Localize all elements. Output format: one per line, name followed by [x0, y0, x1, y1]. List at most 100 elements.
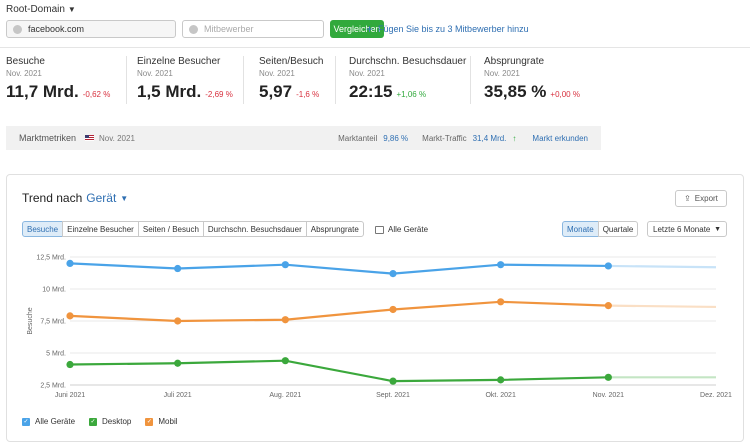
checkbox-icon: ✓ — [145, 417, 154, 426]
date-range-label: Letzte 6 Monate — [653, 224, 711, 234]
legend-label: Desktop — [102, 417, 132, 426]
series-line-mobil — [69, 300, 609, 323]
x-tick-label: Dez. 2021 — [700, 392, 732, 399]
devices-icon — [375, 225, 384, 234]
trend-card: Trend nach Gerät ▼ ⇪ Export Besuche Einz… — [6, 174, 744, 442]
legend-item-all-devices[interactable]: ✓ Alle Geräte — [22, 417, 75, 426]
y-tick-label: 2,5 Mrd. — [40, 383, 66, 390]
data-point-desktop — [174, 359, 182, 367]
metric-delta: +0,00 % — [550, 90, 580, 99]
chart-legend: ✓ Alle Geräte ✓ Desktop ✓ Mobil — [22, 417, 178, 426]
data-point-mobil — [389, 305, 397, 314]
compare-button[interactable]: Vergleichen — [330, 20, 384, 38]
metric-divider — [243, 56, 244, 104]
x-tick-label: Juni 2021 — [55, 392, 85, 399]
data-point-alle-ger-te — [174, 264, 182, 273]
trend-title: Trend nach Gerät ▼ — [22, 191, 128, 205]
add-competitors-link[interactable]: + Fügen Sie bis zu 3 Mitbewerber hinzu — [366, 21, 529, 36]
competitor-placeholder: Mitbewerber — [204, 24, 254, 34]
us-flag-icon — [85, 135, 95, 141]
market-title: Marktmetriken — [19, 133, 77, 143]
data-point-desktop — [281, 357, 289, 365]
data-point-alle-ger-te — [389, 270, 397, 278]
domain-input[interactable]: facebook.com — [6, 20, 176, 38]
export-button[interactable]: ⇪ Export — [675, 190, 727, 207]
data-point-desktop — [604, 373, 612, 381]
competitor-dot-icon — [189, 24, 198, 34]
legend-item-desktop[interactable]: ✓ Desktop — [89, 417, 131, 426]
metric-value: 35,85 % — [484, 82, 547, 101]
tab-unique-visitors[interactable]: Einzelne Besucher — [62, 221, 139, 237]
x-tick-label: Okt. 2021 — [485, 392, 515, 399]
x-tick-label: Aug. 2021 — [269, 392, 301, 399]
metric-label: Absprungrate — [484, 56, 545, 67]
plus-icon: + — [366, 21, 374, 36]
data-point-mobil — [281, 316, 289, 324]
data-point-mobil — [174, 317, 182, 325]
market-metrics-bar: Marktmetriken Nov. 2021 Marktanteil 9,86… — [6, 126, 601, 150]
market-period: Nov. 2021 — [99, 133, 135, 143]
domain-type-select[interactable]: Root-Domain ▼ — [6, 4, 76, 15]
date-range-select[interactable]: Letzte 6 Monate ▼ — [647, 221, 727, 237]
metric-label: Einzelne Besucher — [137, 56, 221, 67]
metric-visits: Besuche Nov. 2021 11,7 Mrd. -0,62 % — [6, 56, 110, 102]
metric-avg-visit-duration: Durchschn. Besuchsdauer Nov. 2021 22:15 +… — [349, 56, 466, 102]
explore-market-link[interactable]: Markt erkunden — [532, 133, 588, 143]
granularity-tabs: Monate Quartale — [562, 221, 639, 237]
x-axis-ticks: Juni 2021 Juli 2021 Aug. 2021 Sept. 2021 Okt… — [55, 392, 732, 399]
chart-grid — [70, 256, 716, 386]
metric-label: Durchschn. Besuchsdauer — [349, 56, 467, 67]
series-projection-alle-ger-te — [608, 264, 717, 269]
x-tick-label: Juli 2021 — [164, 392, 192, 399]
chevron-down-icon[interactable]: ▼ — [120, 193, 129, 203]
metric-period: Nov. 2021 — [484, 69, 520, 78]
export-icon: ⇪ — [684, 194, 691, 203]
data-point-alle-ger-te — [604, 262, 612, 270]
arrow-up-icon: ↑ — [512, 133, 517, 143]
tab-avg-visit-duration[interactable]: Durchschn. Besuchsdauer — [202, 221, 307, 237]
tab-quarters[interactable]: Quartale — [597, 221, 639, 237]
legend-item-mobile[interactable]: ✓ Mobil — [145, 417, 178, 426]
series-projection-mobil — [608, 304, 717, 309]
metric-divider — [126, 56, 127, 104]
header-divider — [0, 47, 750, 48]
metric-value: 22:15 — [349, 82, 393, 101]
metric-unique-visitors: Einzelne Besucher Nov. 2021 1,5 Mrd. -2,6… — [137, 56, 233, 102]
y-axis-ticks: 2,5 Mrd. 5 Mrd. 7,5 Mrd. 10 Mrd. 12,5 Mrd. — [36, 255, 66, 390]
metric-value: 5,97 — [259, 82, 293, 101]
chart-series — [66, 259, 717, 385]
series-line-desktop — [69, 359, 609, 383]
chevron-down-icon: ▼ — [714, 225, 721, 233]
competitor-input[interactable]: Mitbewerber — [182, 20, 324, 38]
metric-period: Nov. 2021 — [259, 69, 295, 78]
trend-dimension-select[interactable]: Gerät — [86, 191, 117, 205]
y-tick-label: 10 Mrd. — [42, 287, 66, 294]
data-point-desktop — [497, 376, 505, 384]
tab-bounce-rate[interactable]: Absprungrate — [305, 221, 364, 237]
metric-delta: -0,62 % — [82, 90, 111, 99]
data-point-mobil — [497, 298, 505, 306]
chevron-down-icon: ▼ — [67, 5, 76, 14]
metric-delta: -1,6 % — [296, 90, 320, 99]
metric-value: 1,5 Mrd. — [137, 82, 202, 101]
metric-period: Nov. 2021 — [349, 69, 385, 78]
data-point-mobil — [604, 302, 612, 310]
trend-chart: 2,5 Mrd. 5 Mrd. 7,5 Mrd. 10 Mrd. 12,5 Mrd. J… — [27, 255, 732, 400]
domain-input-value: facebook.com — [28, 24, 85, 34]
metric-bounce-rate: Absprungrate Nov. 2021 35,85 % +0,00 % — [484, 56, 580, 102]
add-competitors-label: Fügen Sie bis zu 3 Mitbewerber hinzu — [378, 24, 529, 34]
metric-pages-per-visit: Seiten/Besuch Nov. 2021 5,97 -1,6 % — [259, 56, 324, 102]
metric-label: Seiten/Besuch — [259, 56, 324, 67]
market-traffic-label: Markt-Traffic — [422, 133, 467, 143]
x-tick-label: Nov. 2021 — [593, 392, 624, 399]
market-share-label: Marktanteil — [338, 133, 378, 143]
y-axis-label: Besuche — [27, 307, 34, 334]
data-point-alle-ger-te — [281, 261, 289, 269]
domain-type-label: Root-Domain — [6, 4, 65, 15]
checkbox-icon: ✓ — [22, 417, 30, 426]
metric-period: Nov. 2021 — [137, 69, 173, 78]
all-devices-toggle[interactable]: Alle Geräte — [375, 225, 428, 234]
x-tick-label: Sept. 2021 — [376, 392, 410, 399]
y-tick-label: 7,5 Mrd. — [40, 319, 66, 326]
data-point-desktop — [66, 360, 74, 369]
